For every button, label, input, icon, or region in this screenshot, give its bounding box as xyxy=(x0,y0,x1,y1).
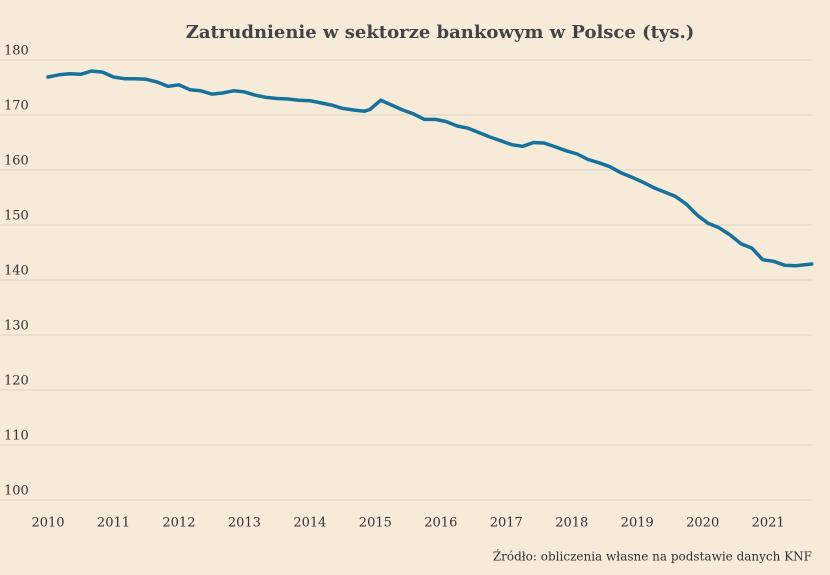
y-tick-label: 130 xyxy=(4,319,29,334)
x-tick-label: 2012 xyxy=(162,516,195,531)
source-note: Źródło: obliczenia własne na podstawie d… xyxy=(493,549,812,564)
y-tick-label: 180 xyxy=(4,44,29,59)
y-tick-label: 120 xyxy=(4,374,29,389)
y-tick-label: 100 xyxy=(4,484,29,499)
y-tick-label: 110 xyxy=(4,429,29,444)
x-tick-label: 2015 xyxy=(359,516,392,531)
x-tick-label: 2021 xyxy=(752,516,785,531)
data-line xyxy=(46,69,814,268)
x-tick-label: 2013 xyxy=(228,516,261,531)
x-tick-label: 2014 xyxy=(293,516,326,531)
x-tick-label: 2010 xyxy=(31,516,64,531)
x-tick-label: 2011 xyxy=(97,516,130,531)
x-tick-label: 2018 xyxy=(555,516,588,531)
y-tick-label: 170 xyxy=(4,99,29,114)
x-tick-label: 2020 xyxy=(686,516,719,531)
x-tick-label: 2019 xyxy=(621,516,654,531)
x-tick-label: 2017 xyxy=(490,516,523,531)
y-tick-label: 160 xyxy=(4,154,29,169)
y-tick-label: 140 xyxy=(4,264,29,279)
y-tick-label: 150 xyxy=(4,209,29,224)
chart-title: Zatrudnienie w sektorze bankowym w Polsc… xyxy=(186,22,695,43)
x-tick-label: 2016 xyxy=(424,516,457,531)
